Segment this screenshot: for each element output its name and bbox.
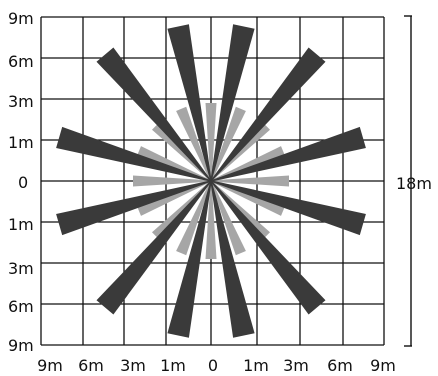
- short-beam: [205, 103, 217, 181]
- long-beam: [56, 180, 212, 236]
- short-beam: [136, 180, 212, 216]
- short-beam: [205, 181, 217, 259]
- bottom-axis-labels: 9m 6m 3m 1m 0 1m 3m 6m 9m: [37, 356, 396, 375]
- long-beam: [210, 126, 366, 182]
- left-label-bottom-9m: 9m: [8, 336, 34, 355]
- long-beam: [210, 180, 326, 315]
- short-beam: [210, 146, 286, 182]
- left-axis-labels: 9m 6m 3m 1m 0 1m 3m 6m 9m: [8, 9, 34, 355]
- left-label-top-1m: 1m: [8, 133, 34, 152]
- long-beam: [96, 180, 212, 315]
- long-beam: [210, 24, 255, 182]
- left-label-zero: 0: [18, 173, 28, 192]
- short-beam: [133, 175, 211, 187]
- short-beam: [210, 106, 246, 182]
- short-beam: [211, 175, 289, 187]
- long-beam: [56, 126, 212, 182]
- short-beam: [176, 106, 212, 182]
- short-beam: [210, 180, 286, 216]
- left-label-bottom-3m: 3m: [8, 259, 34, 278]
- bottom-label-left-3m: 3m: [120, 356, 146, 375]
- short-beam: [210, 180, 246, 256]
- long-beam: [210, 180, 366, 236]
- long-beam: [210, 47, 326, 182]
- bottom-label-left-6m: 6m: [78, 356, 104, 375]
- bottom-label-right-1m: 1m: [243, 356, 269, 375]
- long-beam: [167, 24, 212, 182]
- bottom-label-left-9m: 9m: [37, 356, 63, 375]
- long-beam: [96, 47, 212, 182]
- bottom-label-right-3m: 3m: [283, 356, 309, 375]
- left-label-top-6m: 6m: [8, 52, 34, 71]
- bottom-label-right-9m: 9m: [370, 356, 396, 375]
- left-label-bottom-1m: 1m: [8, 215, 34, 234]
- span-dimension-bracket: 18m: [396, 15, 432, 347]
- long-beam: [210, 180, 255, 338]
- left-label-bottom-6m: 6m: [8, 297, 34, 316]
- bottom-label-left-1m: 1m: [160, 356, 186, 375]
- bottom-label-right-6m: 6m: [327, 356, 353, 375]
- short-beam: [176, 180, 212, 256]
- span-label: 18m: [396, 174, 432, 193]
- left-label-top-9m: 9m: [8, 9, 34, 28]
- long-beams: [56, 24, 366, 338]
- short-beam: [136, 146, 212, 182]
- long-beam: [167, 180, 212, 338]
- bottom-label-zero: 0: [208, 356, 218, 375]
- left-label-top-3m: 3m: [8, 92, 34, 111]
